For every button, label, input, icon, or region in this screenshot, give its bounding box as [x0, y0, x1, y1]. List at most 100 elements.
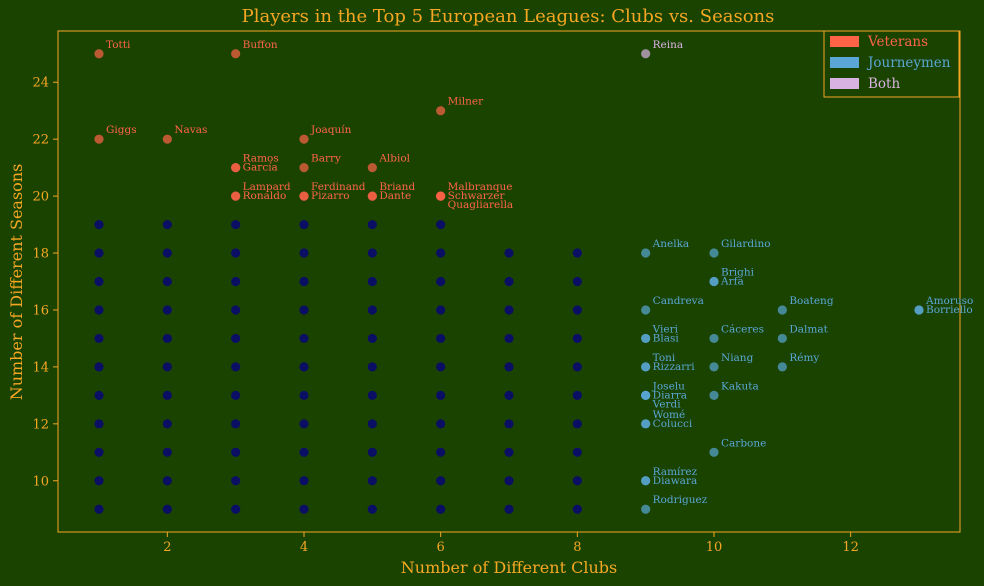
chart-title: Players in the Top 5 European Leagues: C… [242, 6, 775, 27]
background-point [367, 305, 377, 315]
background-point [94, 390, 104, 400]
background-point [572, 305, 582, 315]
background-point [367, 504, 377, 514]
data-point [914, 305, 924, 315]
point-label: Ferdinand [311, 181, 366, 193]
point-label: Toni [653, 352, 676, 364]
point-label: Womé [653, 409, 686, 421]
point-label: Buffon [243, 39, 278, 51]
x-tick-label: 12 [842, 540, 859, 555]
data-point [299, 163, 309, 173]
plot-frame [57, 30, 961, 533]
background-point [436, 248, 446, 258]
point-label: Blasi [653, 332, 680, 344]
point-label: Colucci [653, 418, 693, 430]
background-point [231, 219, 241, 230]
background-point [436, 390, 446, 400]
point-label: Giggs [106, 124, 137, 136]
y-axis: 10 12 14 16 18 20 22 24 [32, 76, 58, 489]
data-point [641, 504, 651, 514]
background-point [162, 476, 172, 486]
point-label: Milner [448, 96, 484, 108]
data-point [641, 49, 651, 59]
background-point [94, 276, 104, 287]
background-point [367, 447, 377, 457]
data-point [299, 134, 309, 144]
data-point [709, 447, 719, 457]
data-point [436, 191, 446, 201]
point-label: Niang [721, 352, 754, 364]
y-axis-label: Number of Different Seasons [7, 164, 26, 401]
background-point [572, 276, 582, 287]
background-point [367, 390, 377, 400]
x-tick-label: 4 [300, 540, 308, 555]
data-point [641, 390, 651, 400]
background-point [94, 248, 104, 258]
legend: Veterans Journeymen Both [823, 30, 960, 98]
data-point [299, 191, 309, 201]
point-label: Lampard [243, 181, 291, 193]
y-tick-label: 12 [32, 417, 49, 432]
background-point [231, 362, 241, 372]
background-point [231, 504, 241, 514]
data-point [777, 333, 787, 344]
data-point [367, 163, 377, 173]
data-point [94, 49, 104, 59]
data-point [641, 305, 651, 315]
point-label: Amoruso [925, 295, 973, 307]
data-point [162, 134, 172, 144]
data-point [641, 362, 651, 372]
background-point [367, 219, 377, 230]
data-point [709, 248, 719, 258]
background-point [162, 447, 172, 457]
background-point [572, 476, 582, 486]
background-point [367, 476, 377, 486]
background-point [231, 390, 241, 400]
point-label: Pizarro [311, 190, 350, 202]
y-tick-label: 24 [32, 76, 49, 91]
point-label: Arfa [720, 276, 744, 288]
background-point [367, 333, 377, 344]
background-point [572, 419, 582, 429]
background-point [436, 276, 446, 287]
background-point [299, 390, 309, 400]
background-point [231, 447, 241, 457]
background-point [436, 447, 446, 457]
data-point [709, 276, 719, 287]
point-label: Dante [379, 190, 411, 202]
point-label: Diarra [653, 389, 687, 401]
point-label: Schwarzer [448, 190, 506, 202]
background-point [94, 419, 104, 429]
background-point [367, 419, 377, 429]
background-point [504, 305, 514, 315]
data-point [709, 390, 719, 400]
background-point [94, 476, 104, 486]
background-point [299, 476, 309, 486]
point-label: Totti [106, 39, 131, 51]
point-label: Joselu [652, 380, 685, 392]
data-point [231, 191, 241, 201]
legend-swatch-both [830, 78, 859, 89]
data-point [777, 362, 787, 372]
background-point [436, 362, 446, 372]
point-label: Quagliarella [448, 199, 514, 211]
background-point [94, 447, 104, 457]
background-point [94, 362, 104, 372]
background-point [162, 390, 172, 400]
background-point [367, 276, 377, 287]
point-label: Rémy [789, 352, 819, 364]
data-point [777, 305, 787, 315]
background-point [162, 276, 172, 287]
background-point [572, 447, 582, 457]
background-point [299, 419, 309, 429]
point-label: Rodriguez [653, 494, 708, 506]
point-label: Ramírez [653, 466, 698, 478]
background-point [504, 276, 514, 287]
y-tick-label: 22 [32, 133, 49, 148]
point-label: Brighi [721, 267, 755, 279]
background-point [504, 248, 514, 258]
point-label: Anelka [652, 238, 690, 250]
background-point [504, 362, 514, 372]
background-point [162, 248, 172, 258]
